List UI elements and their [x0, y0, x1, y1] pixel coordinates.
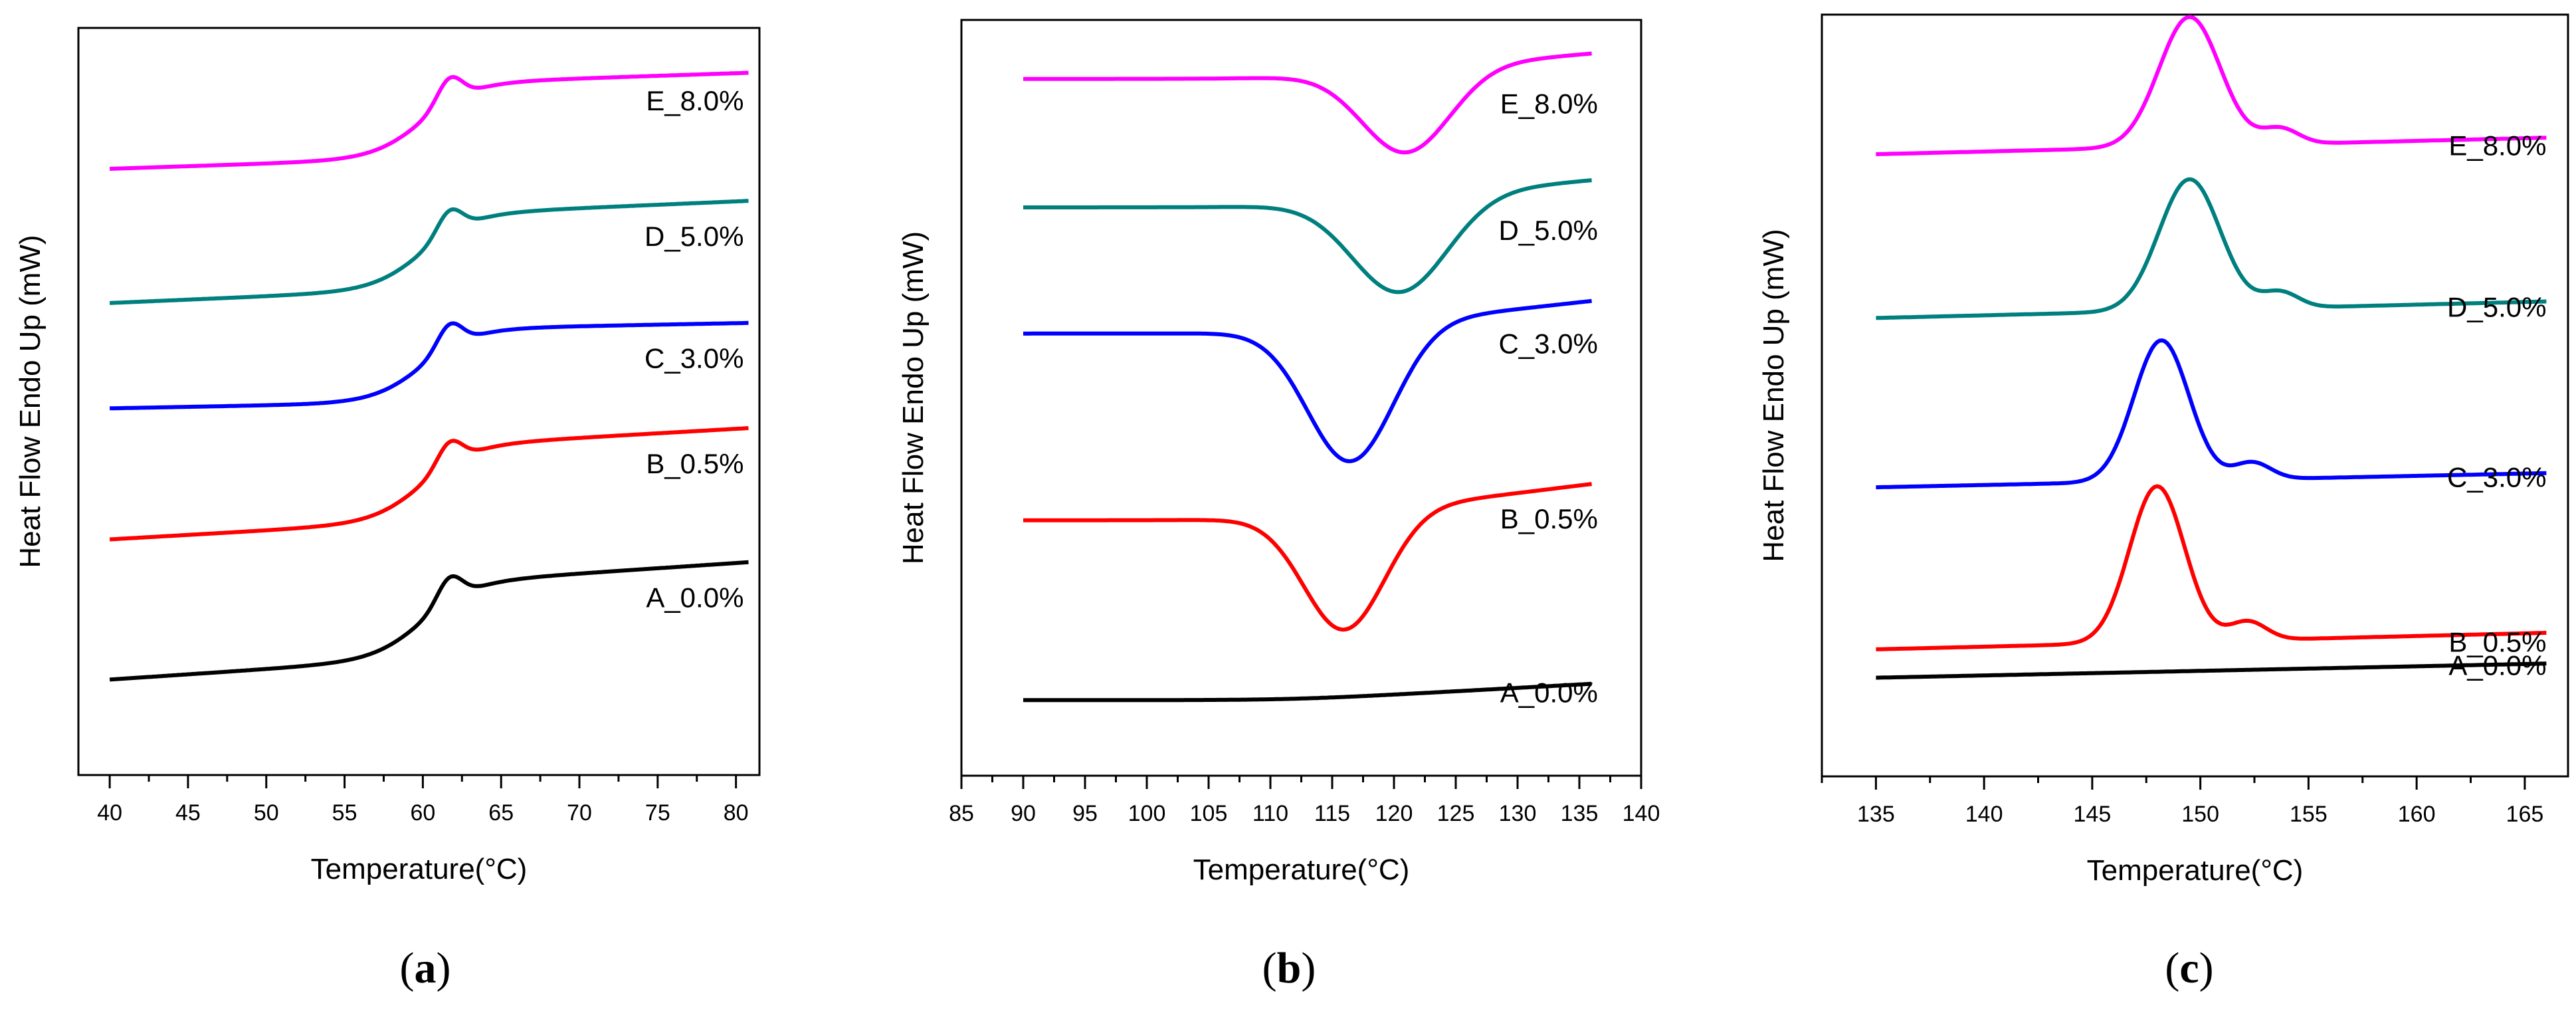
series-line-B_0.5%	[109, 426, 749, 542]
x-tick-label: 135	[1561, 801, 1599, 826]
x-tick-label: 80	[724, 800, 749, 826]
y-axis-title: Heat Flow Endo Up (mW)	[897, 231, 930, 564]
x-tick-label: 75	[645, 800, 670, 826]
series-label: C_3.0%	[2447, 461, 2546, 493]
x-tick-label: 110	[1252, 801, 1288, 826]
x-tick-label: 90	[1011, 801, 1036, 826]
panel-caption: (b)	[1262, 944, 1316, 992]
series-line-E_8.0%	[110, 70, 749, 171]
x-axis-title: Temperature(°C)	[311, 853, 528, 885]
x-tick-label: 85	[949, 801, 974, 826]
y-axis-title: Heat Flow Endo Up (mW)	[1757, 229, 1790, 562]
series-label: A_0.0%	[646, 582, 743, 614]
x-tick-label: 140	[1965, 802, 2003, 827]
series-label: B_0.5%	[1500, 503, 1598, 534]
panel-c: 135 140 145 150 155 160 165 Temperature(°C) Heat…	[1757, 13, 2569, 992]
x-tick-label: 40	[97, 800, 122, 826]
x-tick-label: 145	[2074, 802, 2112, 827]
series-label: C_3.0%	[1498, 328, 1597, 359]
series-label: A_0.0%	[1500, 677, 1598, 709]
x-tick-label: 150	[2181, 802, 2219, 827]
series-line-A_0.0%	[1023, 681, 1592, 703]
panel-caption: (c)	[2165, 944, 2213, 992]
panel-a: 40 45 50 55 60 65 70 75 80 Temperature(°C) Heat Fl…	[14, 27, 761, 992]
x-axis-title: Temperature(°C)	[1193, 853, 1410, 886]
x-tick-label: 50	[254, 800, 279, 826]
x-tick-label: 45	[175, 800, 201, 826]
x-tick-label: 65	[488, 800, 514, 826]
x-tick-label: 165	[2506, 802, 2544, 827]
series-label: E_8.0%	[1500, 88, 1598, 120]
series-line-C_3.0%	[1023, 298, 1592, 463]
series-line-E_8.0%	[1023, 51, 1592, 155]
x-tick-label: 135	[1857, 802, 1895, 827]
x-tick-label: 55	[332, 800, 357, 826]
x-tick-label: 120	[1375, 801, 1413, 826]
series-label: D_5.0%	[1498, 215, 1597, 246]
x-tick-label: 115	[1314, 801, 1350, 826]
x-tick-label: 95	[1072, 801, 1098, 826]
series-line-B_0.5%	[1876, 484, 2547, 651]
x-tick-label: 100	[1128, 801, 1166, 826]
series-line-C_3.0%	[1876, 338, 2547, 490]
series-line-A_0.0%	[109, 560, 749, 682]
series-line-D_5.0%	[1876, 177, 2547, 320]
x-tick-label: 70	[567, 800, 592, 826]
series-line-A_0.0%	[1876, 661, 2547, 680]
x-tick-label: 155	[2290, 802, 2328, 827]
x-tick-label: 130	[1499, 801, 1537, 826]
y-axis-title: Heat Flow Endo Up (mW)	[14, 235, 47, 568]
x-axis-title: Temperature(°C)	[2087, 854, 2304, 887]
plot-frame	[1821, 13, 2569, 778]
series-label: B_0.5%	[646, 448, 743, 479]
x-tick-label: 125	[1437, 801, 1475, 826]
series-label: E_8.0%	[2448, 130, 2546, 161]
series-label: B_0.5%	[2448, 627, 2546, 658]
panel-caption: (a)	[400, 944, 451, 992]
series-line-E_8.0%	[1876, 15, 2547, 156]
series-line-D_5.0%	[109, 199, 749, 305]
x-tick-label: 160	[2398, 802, 2436, 827]
series-line-B_0.5%	[1023, 482, 1592, 632]
x-tick-label: 60	[410, 800, 435, 826]
series-label: C_3.0%	[644, 342, 743, 374]
series-label: D_5.0%	[644, 221, 743, 252]
plot-frame	[77, 27, 761, 776]
series-label: A_0.0%	[2448, 649, 2546, 681]
series-label: D_5.0%	[2447, 291, 2546, 322]
series-line-D_5.0%	[1023, 178, 1592, 294]
x-tick-label: 140	[1623, 801, 1660, 826]
series-line-C_3.0%	[110, 320, 749, 411]
x-tick-label: 105	[1190, 801, 1228, 826]
series-label: E_8.0%	[646, 85, 743, 116]
panel-b: 85 90 95 100 105 110 115 120 125 130 135 140 Tempera…	[897, 19, 1660, 992]
